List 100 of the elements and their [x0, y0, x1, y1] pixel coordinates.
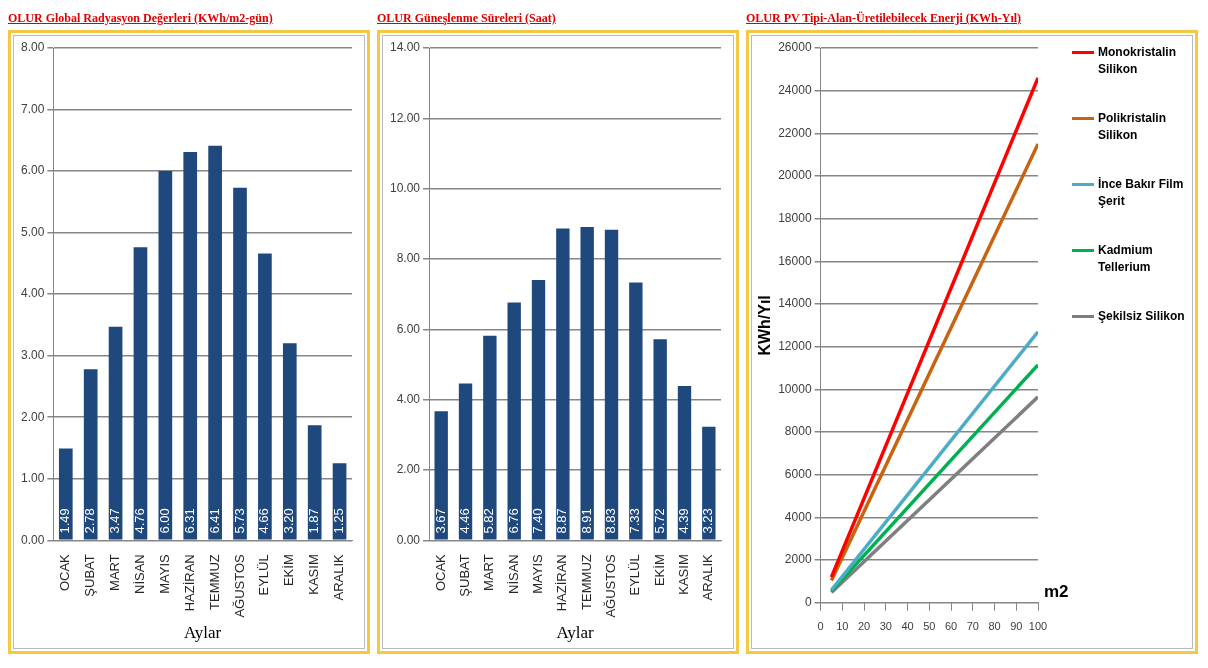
data-label: 8.87: [554, 508, 570, 534]
x-axis-title: Aylar: [556, 623, 594, 643]
x-tick-label: 30: [879, 620, 892, 633]
y-tick-label: 6000: [784, 467, 812, 482]
x-tick-label: AĞUSTOS: [603, 553, 619, 618]
y-tick-label: 24000: [778, 82, 812, 97]
y-tick-label: 2.00: [21, 409, 45, 424]
x-tick-label: HAZİRAN: [554, 554, 570, 612]
legend-label: Kadmium Tellerium: [1098, 242, 1154, 276]
x-tick-label: KASIM: [306, 554, 322, 595]
bar: [580, 226, 594, 540]
bar: [556, 228, 570, 540]
y-tick-label: 10.00: [390, 180, 421, 195]
y-tick-label: 4.00: [396, 391, 421, 406]
x-tick-label: NİSAN: [132, 554, 148, 594]
data-label: 6.41: [206, 508, 222, 534]
data-label: 1.49: [57, 508, 73, 534]
y-tick-label: 2.00: [396, 462, 421, 477]
data-label: 1.25: [331, 508, 347, 534]
x-tick-label: MART: [481, 554, 497, 591]
y-tick-label: 4000: [784, 509, 812, 524]
x-tick-label: AĞUSTOS: [231, 553, 247, 618]
y-tick-label: 6.00: [21, 163, 45, 178]
bar: [629, 282, 643, 540]
data-label: 8.91: [578, 508, 594, 534]
data-label: 6.76: [505, 508, 521, 534]
x-tick-label: ARALIK: [700, 553, 716, 601]
data-label: 3.67: [432, 508, 448, 534]
data-label: 7.33: [627, 508, 643, 534]
x-tick-label: OCAK: [432, 553, 448, 592]
data-label: 6.00: [156, 508, 172, 534]
x-tick-label: 0: [817, 620, 824, 633]
y-tick-label: 12000: [778, 339, 812, 354]
bar: [677, 385, 692, 540]
bar: [307, 425, 322, 540]
bar: [258, 253, 272, 540]
data-label: 5.82: [481, 508, 497, 534]
y-tick-label: 8000: [784, 424, 812, 439]
data-label: 2.78: [82, 508, 98, 534]
y-tick-label: 10000: [778, 381, 812, 396]
bar: [83, 369, 98, 540]
bar: [183, 151, 198, 540]
x-tick-label: MAYIS: [156, 553, 172, 594]
bar: [282, 343, 297, 540]
y-tick-label: 14000: [778, 296, 812, 311]
x-tick-label: EYLÜL: [256, 554, 272, 596]
x-axis-title: Aylar: [184, 623, 222, 643]
x-tick-label: MAYIS: [530, 553, 546, 594]
data-label: 4.46: [457, 508, 473, 534]
bar: [133, 247, 148, 540]
x-tick-label: NİSAN: [505, 554, 521, 594]
bar: [483, 335, 497, 540]
y-axis-title: KWh/Yıl: [756, 295, 774, 356]
data-label: 5.73: [231, 508, 247, 534]
y-tick-label: 18000: [778, 211, 812, 226]
data-label: 4.66: [256, 508, 272, 534]
y-tick-label: 1.00: [21, 471, 45, 486]
x-axis-title: m2: [1044, 581, 1069, 601]
bar: [531, 280, 546, 540]
bar: [702, 426, 716, 540]
bar: [208, 145, 222, 540]
data-label: 5.72: [651, 508, 667, 534]
bar: [108, 326, 123, 540]
y-tick-label: 20000: [778, 168, 812, 183]
bar: [653, 339, 667, 540]
y-tick-label: 7.00: [21, 101, 45, 116]
data-label: 4.39: [676, 508, 692, 534]
x-tick-label: EYLÜL: [627, 554, 643, 596]
x-tick-label: TEMMUZ: [206, 554, 222, 610]
y-tick-label: 4.00: [21, 286, 45, 301]
legend-label: Monokristalin Silikon: [1098, 44, 1177, 78]
legend-label: İnce Bakır Film Şerit: [1098, 176, 1185, 210]
data-label: 6.31: [181, 508, 197, 534]
x-tick-label: ŞUBAT: [82, 554, 98, 597]
data-label: 7.40: [530, 508, 546, 534]
chart-title: OLUR Güneşlenme Süreleri (Saat): [377, 10, 557, 27]
y-tick-label: 3.00: [21, 347, 45, 362]
chart-title: OLUR Global Radyasyon Değerleri (KWh/m2-gün): [8, 10, 274, 27]
x-tick-label: 100: [1028, 620, 1048, 633]
y-tick-label: 6.00: [396, 321, 421, 336]
x-tick-label: 90: [1010, 620, 1023, 633]
data-label: 3.23: [700, 508, 716, 534]
x-tick-label: EKİM: [281, 554, 297, 587]
y-tick-label: 8.00: [396, 251, 421, 266]
bar: [604, 229, 619, 540]
x-tick-label: ARALIK: [331, 553, 347, 601]
chart-title: OLUR PV Tipi-Alan-Üretilebilecek Enerji (KWh-Yıl): [746, 10, 1023, 27]
bar: [158, 171, 173, 540]
y-tick-label: 14.00: [390, 40, 421, 55]
data-label: 3.20: [281, 508, 297, 534]
x-tick-label: MART: [107, 554, 123, 591]
bar: [434, 411, 448, 540]
y-tick-label: 0.00: [396, 532, 421, 547]
data-label: 4.76: [132, 508, 148, 534]
x-tick-label: ŞUBAT: [457, 554, 473, 597]
legend-label: Polikristalin Silikon: [1098, 110, 1168, 144]
data-label: 1.87: [306, 508, 322, 534]
x-tick-label: HAZİRAN: [181, 554, 197, 612]
x-tick-label: 50: [923, 620, 936, 633]
x-tick-label: 70: [966, 620, 979, 633]
